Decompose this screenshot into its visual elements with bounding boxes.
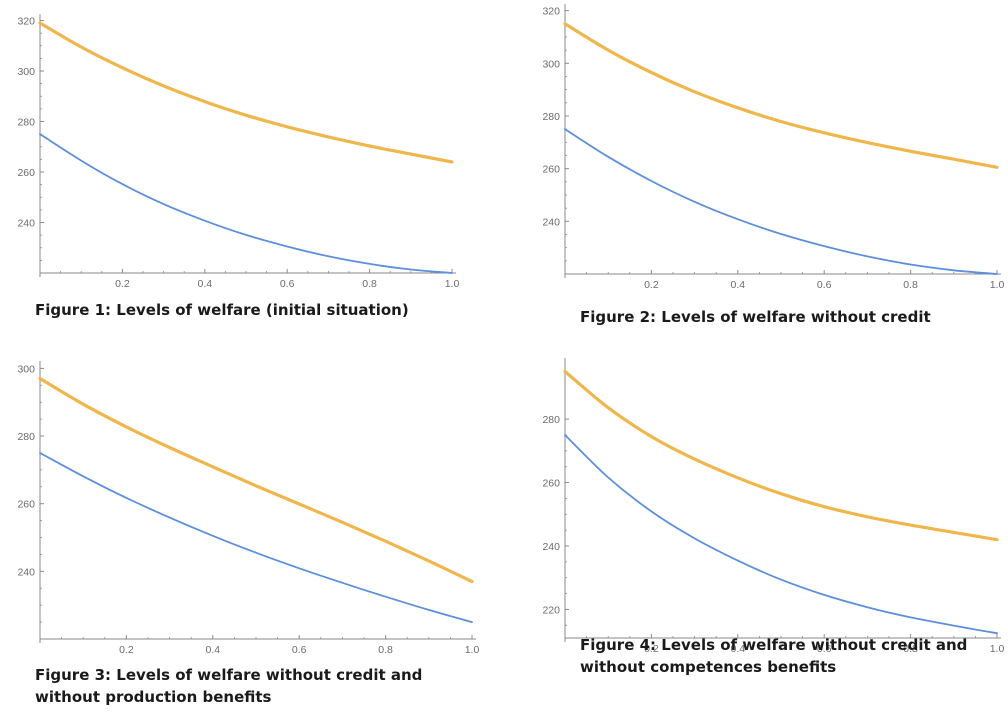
chart-4-y-tick-label: 220 [542,604,560,616]
chart-4-y-tick-label: 240 [542,541,560,553]
chart-panel-1: 0.2 0.4 0.6 0.8 1.0 240 260 280 300 320 Figure 1:… [0,0,470,340]
chart-1-x-tick-label: 0.2 [115,278,130,290]
chart-1-series-2-line [39,133,453,274]
chart-1-series-1-line [38,21,454,164]
chart-1-y-tick-label: 300 [17,66,35,78]
chart-3-y-tick-label: 300 [17,363,35,375]
chart-2-x-tick-label: 0.8 [903,279,918,291]
chart-4-x-tick-label: 0.8 [903,643,918,655]
figure-4-caption-line-2: without competences benefits [580,658,837,676]
chart-2-x-tick-label: 0.4 [730,279,745,291]
chart-1-y-tick-label: 240 [17,218,35,230]
chart-1-y-tick-label: 320 [17,16,35,28]
figure-1-caption-line-1: Figure 1: Levels of welfare (initial sit… [35,301,409,319]
chart-3-series-1-line [38,376,474,584]
chart-4-series-1-line [563,369,999,542]
chart-2-x-tick-label: 0.2 [644,279,659,291]
figure-4-caption-line-1: Figure 4: Levels of welfare without cred… [580,636,968,654]
chart-2-y-tick-label: 320 [542,6,560,18]
chart-3-y-tick-label: 240 [17,566,35,578]
figure-2-caption: Figure 2: Levels of welfare without cred… [580,306,931,328]
chart-3-x-tick-label: 0.2 [119,644,134,656]
chart-1-y-tick-label: 280 [17,117,35,129]
chart-4-y-tick-label: 260 [542,478,560,490]
chart-2-svg: 0.2 0.4 0.6 0.8 1.0 240 260 280 300 320 [542,4,1005,291]
figure-3-caption: Figure 3: Levels of welfare without cred… [35,664,422,708]
chart-3-y-tick-label: 280 [17,431,35,443]
figure-3-caption-line-2: without production benefits [35,688,272,706]
chart-4-series-2-line [564,434,998,635]
chart-2-y-tick-label: 240 [542,216,560,228]
chart-1-x-tick-label: 0.6 [280,278,295,290]
chart-3-x-tick-label: 1.0 [465,644,480,656]
chart-3-x-tick-label: 0.8 [378,644,393,656]
chart-2-x-tick-label: 0.6 [817,279,832,291]
chart-1-y-tick-label: 260 [17,167,35,179]
chart-2-x-tick-label: 1.0 [990,279,1005,291]
chart-4-x-tick-label: 0.2 [644,643,659,655]
chart-3-svg: 0.2 0.4 0.6 0.8 1.0 240 260 280 300 [17,361,479,656]
figure-4-caption: Figure 4: Levels of welfare without cred… [580,634,967,678]
chart-4-y-tick-label: 280 [542,414,560,426]
chart-1-x-tick-label: 1.0 [445,278,460,290]
chart-3-y-tick-label: 260 [17,499,35,511]
chart-2-y-tick-label: 260 [542,164,560,176]
chart-3-x-tick-label: 0.6 [292,644,307,656]
chart-2-y-tick-label: 300 [542,58,560,70]
chart-2-series-2-line [564,128,998,275]
chart-1-x-tick-label: 0.8 [362,278,377,290]
figure-2-caption-line-1: Figure 2: Levels of welfare without cred… [580,308,931,326]
chart-2-series-1-line [563,22,999,169]
chart-1-svg: 0.2 0.4 0.6 0.8 1.0 240 260 280 300 320 [17,14,460,290]
chart-3-x-tick-label: 0.4 [205,644,220,656]
chart-2-y-tick-label: 280 [542,111,560,123]
chart-1-x-tick-label: 0.4 [197,278,212,290]
chart-4-x-tick-label: 1.0 [990,643,1005,655]
chart-panel-2: 0.2 0.4 0.6 0.8 1.0 240 260 280 300 320 Figure 2:… [520,0,1008,340]
chart-3-series-2-line [39,452,473,623]
chart-4-svg: 0.2 0.4 0.6 0.8 1.0 220 240 260 280 [542,358,1004,655]
chart-4-x-tick-label: 0.6 [817,643,832,655]
chart-panel-4: 0.2 0.4 0.6 0.8 1.0 220 240 260 280 Figure 4: Le… [520,350,1008,713]
chart-4-x-tick-label: 0.4 [730,643,745,655]
chart-panel-3: 0.2 0.4 0.6 0.8 1.0 240 260 280 300 Figure 3: Le… [0,350,490,713]
figure-1-caption: Figure 1: Levels of welfare (initial sit… [35,299,409,321]
figure-3-caption-line-1: Figure 3: Levels of welfare without cred… [35,666,423,684]
